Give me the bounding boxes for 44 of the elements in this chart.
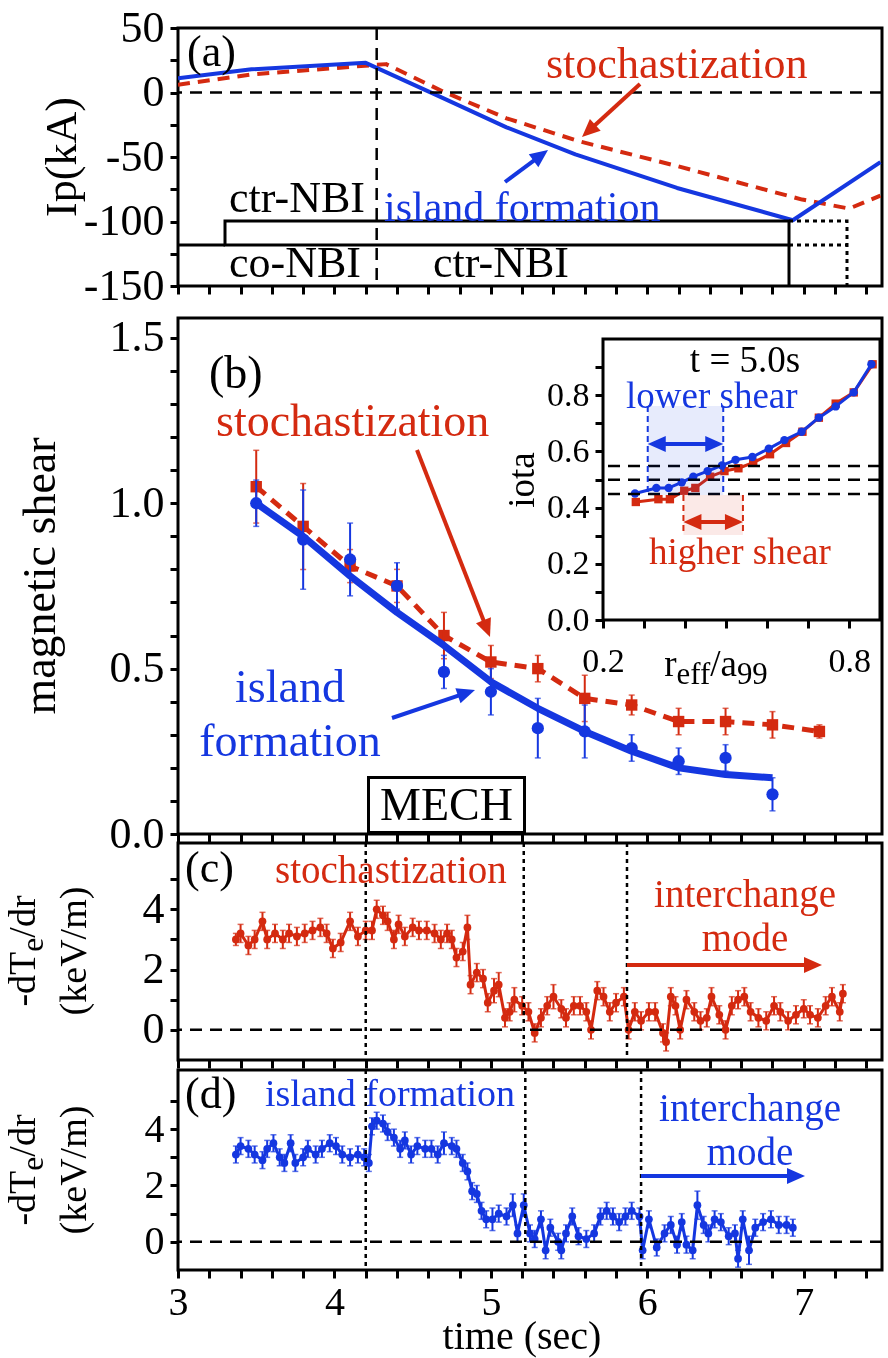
x-tick-label: 5	[481, 1278, 502, 1324]
y-tick-label: 0.8	[547, 375, 590, 413]
annotation: ctr-NBI	[229, 173, 365, 222]
annotation: (a)	[187, 27, 236, 76]
y-tick-label: -150	[83, 260, 165, 310]
x-tick-label: 4	[324, 1278, 345, 1324]
y-tick-label: 0.0	[547, 600, 590, 638]
y-tick-label: 0	[142, 1004, 165, 1054]
y-tick-label: 0.4	[547, 488, 590, 526]
band-label: higher shear	[649, 531, 831, 572]
y-tick-label: 2	[142, 944, 165, 994]
y-tick-label: 0.0	[109, 808, 165, 858]
y-tick-label: 0	[144, 1218, 165, 1264]
y-tick-label: 0	[142, 67, 165, 116]
y-tick-label: 0.2	[547, 544, 590, 582]
annotation: interchange mode	[653, 872, 837, 960]
y-tick-label: 0.6	[547, 431, 590, 469]
annotation: (b)	[209, 347, 263, 398]
y-tick-label: 4	[142, 883, 165, 933]
series-label: island formation	[265, 1072, 516, 1114]
series-label: stochastization	[546, 39, 808, 88]
x-axis-title: r$_{eff}$/a$_{99}$	[664, 643, 768, 692]
annotation: co-NBI	[229, 238, 361, 287]
x-tick-label: 7	[794, 1278, 815, 1324]
legend-label: island formation	[198, 660, 382, 768]
x-tick-label: 3	[168, 1278, 189, 1324]
y-tick-label: 1.0	[109, 477, 165, 527]
y-axis-title: Ip(kA)	[36, 97, 86, 217]
x-tick-label: 6	[637, 1278, 658, 1324]
y-tick-label: -50	[105, 131, 165, 181]
annotation: interchange mode	[658, 1086, 842, 1174]
series-label: stochastization	[275, 848, 507, 891]
y-tick-label: 4	[144, 1105, 165, 1151]
annotation: ctr-NBI	[433, 238, 569, 287]
legend-label: island formation	[384, 184, 661, 230]
y-tick-label: 0.5	[109, 643, 165, 693]
y-axis-title: iota	[500, 451, 543, 510]
y-tick-label: 2	[144, 1161, 165, 1207]
annotation: (d)	[185, 1069, 237, 1118]
annotation: (c)	[185, 843, 234, 892]
y-tick-label: 50	[120, 2, 165, 52]
y-tick-label: 1.5	[109, 312, 165, 362]
y-axis-title: magnetic shear	[13, 436, 66, 717]
annotation: MECH	[367, 776, 526, 834]
